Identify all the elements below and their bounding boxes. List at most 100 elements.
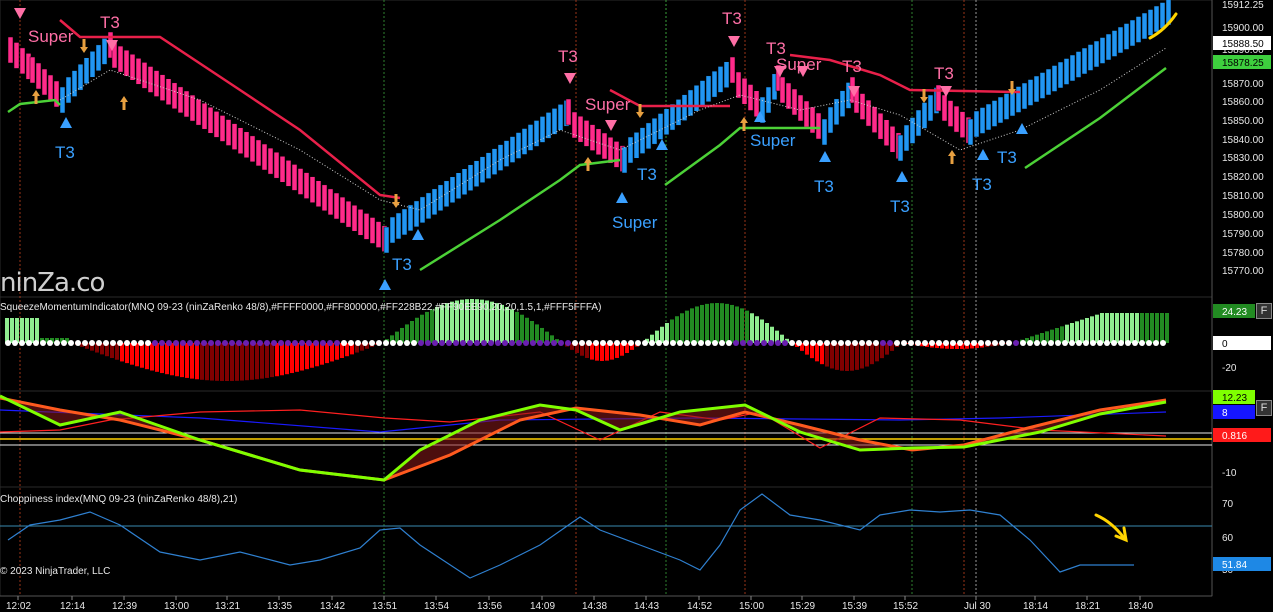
renko-bar	[1075, 51, 1082, 78]
squeeze-dot	[299, 340, 305, 346]
squeeze-dot	[432, 340, 438, 346]
renko-bar	[41, 68, 48, 96]
renko-bar	[357, 209, 364, 236]
squeeze-dot	[1006, 340, 1012, 346]
squeeze-dot	[341, 340, 347, 346]
squeeze-dot	[565, 340, 571, 346]
renko-bar	[583, 120, 590, 147]
squeeze-histogram-bar	[495, 303, 499, 343]
renko-bar	[601, 132, 608, 160]
squeeze-dot	[516, 340, 522, 346]
squeeze-dot	[1104, 340, 1110, 346]
squeeze-histogram-bar	[245, 343, 249, 381]
squeeze-histogram-bar	[260, 343, 264, 379]
squeeze-histogram-bar	[710, 303, 714, 343]
squeeze-dot	[943, 340, 949, 346]
squeeze-histogram-bar	[450, 301, 454, 343]
time-axis-label: 12:02	[6, 601, 31, 612]
renko-bar	[633, 132, 640, 159]
squeeze-histogram-bar	[320, 343, 324, 365]
signal-up-icon	[1016, 123, 1028, 134]
squeeze-histogram-bar	[270, 343, 274, 378]
renko-bar	[827, 106, 834, 134]
squeeze-histogram-bar	[1145, 313, 1149, 343]
squeeze-histogram-bar	[200, 343, 204, 380]
squeeze-dot	[145, 340, 151, 346]
renko-bar	[791, 88, 798, 116]
annotation-arrowhead-icon	[1114, 526, 1128, 543]
squeeze-dot	[278, 340, 284, 346]
squeeze-dot	[1083, 340, 1089, 346]
renko-bar	[551, 108, 558, 135]
entry-arrow-down-icon	[392, 194, 400, 208]
squeeze-histogram-bar	[115, 343, 119, 360]
squeeze-histogram-bar	[430, 309, 434, 343]
renko-bar	[89, 51, 96, 78]
renko-bar	[183, 90, 190, 118]
pane-frame-3	[0, 486, 1213, 597]
time-axis-label: 18:14	[1023, 601, 1048, 612]
squeeze-histogram-bar	[680, 313, 684, 343]
signal-up-icon	[896, 171, 908, 182]
squeeze-histogram-bar	[215, 343, 219, 381]
squeeze-histogram-bar	[405, 324, 409, 343]
time-axis-label: 14:43	[634, 601, 659, 612]
renko-bar	[369, 217, 376, 244]
renko-bar	[123, 49, 130, 77]
renko-bar	[765, 86, 772, 114]
renko-bar	[515, 132, 522, 159]
squeeze-histogram-bar	[1045, 331, 1049, 343]
squeeze-dot	[474, 340, 480, 346]
renko-bar	[717, 66, 724, 93]
squeeze-histogram-bar	[325, 343, 329, 364]
squeeze-dot	[159, 340, 165, 346]
squeeze-histogram-bar	[730, 304, 734, 343]
squeeze-dot	[691, 340, 697, 346]
squeeze-histogram-bar	[275, 343, 279, 377]
renko-bar	[947, 100, 954, 127]
squeeze-histogram-bar	[65, 338, 69, 343]
squeeze-histogram-bar	[255, 343, 259, 380]
renko-bar	[935, 84, 942, 112]
signal-up-label: T3	[814, 177, 834, 196]
squeeze-f-button[interactable]: F	[1256, 303, 1272, 319]
squeeze-dot	[796, 340, 802, 346]
squeeze-dot	[488, 340, 494, 346]
squeeze-dot	[551, 340, 557, 346]
squeeze-dot	[642, 340, 648, 346]
squeeze-histogram-bar	[660, 326, 664, 343]
squeeze-dot	[19, 340, 25, 346]
squeeze-dot	[656, 340, 662, 346]
renko-bar	[491, 148, 498, 175]
renko-bar	[1135, 16, 1142, 43]
squeeze-histogram-bar	[1080, 319, 1084, 343]
squeeze-dot	[1146, 340, 1152, 346]
squeeze-histogram-bar	[145, 343, 149, 370]
entry-arrow-up-icon	[120, 96, 128, 110]
renko-bar	[991, 100, 998, 127]
squeeze-histogram-bar	[685, 310, 689, 343]
squeeze-dot	[971, 340, 977, 346]
renko-bar	[723, 61, 730, 88]
squeeze-histogram-bar	[300, 343, 304, 371]
renko-bar	[303, 172, 310, 199]
squeeze-histogram-bar	[1085, 318, 1089, 343]
squeeze-dot	[628, 340, 634, 346]
renko-bar	[297, 168, 304, 195]
squeeze-dot	[1069, 340, 1075, 346]
renko-bar	[859, 93, 866, 120]
time-axis-label: 15:39	[842, 601, 867, 612]
squeeze-dot	[614, 340, 620, 346]
squeeze-histogram-bar	[920, 343, 924, 347]
squeeze-dot	[523, 340, 529, 346]
squeeze-dot	[992, 340, 998, 346]
price-tick-label: 15840.00	[1222, 135, 1264, 146]
squeeze-dot	[110, 340, 116, 346]
renko-bar	[521, 128, 528, 155]
squeeze-histogram-bar	[80, 343, 84, 347]
price-tick-label: 15890.00	[1222, 45, 1264, 56]
osc-f-button[interactable]: F	[1256, 400, 1272, 416]
renko-bar	[267, 147, 274, 175]
renko-bar	[985, 103, 992, 131]
